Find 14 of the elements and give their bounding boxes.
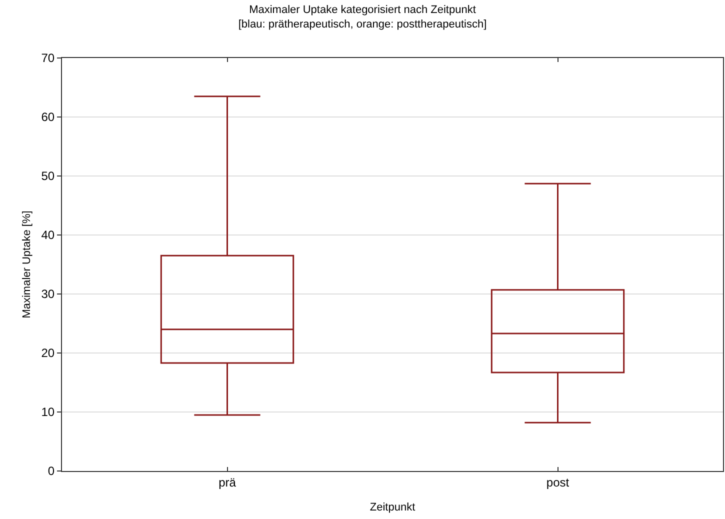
chart-subtitle: [blau: prätherapeutisch, orange: posttherapeutisch] [238, 18, 487, 30]
y-tick-label: 50 [41, 169, 55, 184]
x-tick-label: prä [218, 475, 236, 490]
y-tick-label: 30 [41, 287, 55, 302]
x-tick-label: post [546, 475, 570, 490]
y-tick-label: 70 [41, 51, 55, 66]
y-tick-label: 10 [41, 405, 55, 420]
y-axis-title: Maximaler Uptake [%] [21, 210, 33, 318]
y-tick-label: 0 [48, 464, 55, 478]
chart-title: Maximaler Uptake kategorisiert nach Zeitpunkt [249, 4, 476, 16]
y-tick-label: 60 [41, 110, 55, 124]
x-axis-title: Zeitpunkt [370, 502, 416, 514]
y-tick-label: 40 [41, 228, 55, 242]
y-tick-label: 20 [41, 346, 55, 360]
